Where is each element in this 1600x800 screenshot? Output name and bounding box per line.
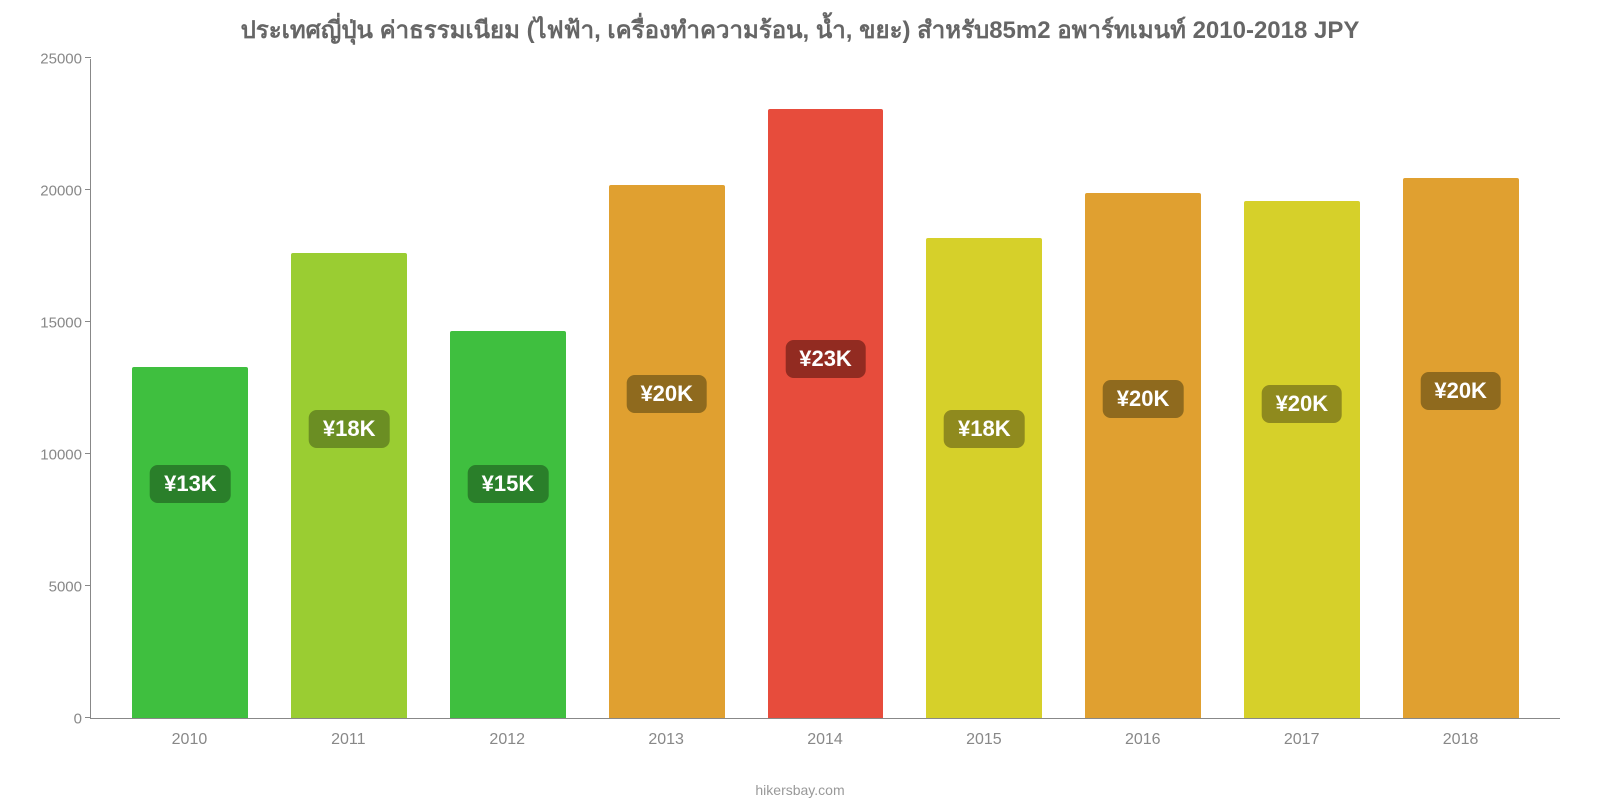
bar-slot: ¥20K xyxy=(1222,59,1381,718)
chart-container: ประเทศญี่ปุ่น ค่าธรรมเนียม (ไฟฟ้า, เครื่… xyxy=(0,0,1600,800)
y-tick-label: 5000 xyxy=(49,579,82,596)
x-tick-label: 2018 xyxy=(1381,731,1540,749)
y-tick-mark xyxy=(85,453,91,454)
attribution-text: hikersbay.com xyxy=(755,782,844,798)
plot-wrap: 0500010000150002000025000 ¥13K¥18K¥15K¥2… xyxy=(30,59,1570,759)
bar-value-label: ¥23K xyxy=(785,340,866,378)
x-tick-label: 2013 xyxy=(587,731,746,749)
bar: ¥20K xyxy=(1085,193,1201,718)
bar-value-label: ¥20K xyxy=(1420,372,1501,410)
bar: ¥23K xyxy=(768,109,884,718)
bar-slot: ¥20K xyxy=(1064,59,1223,718)
bar-value-label: ¥15K xyxy=(468,465,549,503)
bar: ¥20K xyxy=(609,185,725,718)
x-tick-label: 2017 xyxy=(1222,731,1381,749)
y-axis: 0500010000150002000025000 xyxy=(30,59,90,719)
bar: ¥20K xyxy=(1244,201,1360,718)
x-tick-label: 2014 xyxy=(746,731,905,749)
y-tick-label: 25000 xyxy=(40,51,82,68)
bar: ¥20K xyxy=(1403,178,1519,718)
bar: ¥13K xyxy=(132,367,248,718)
x-tick-label: 2015 xyxy=(904,731,1063,749)
y-tick-mark xyxy=(85,717,91,718)
y-tick-mark xyxy=(85,321,91,322)
bar-slot: ¥20K xyxy=(587,59,746,718)
bar-slot: ¥13K xyxy=(111,59,270,718)
bar: ¥18K xyxy=(926,238,1042,718)
bar-value-label: ¥13K xyxy=(150,465,231,503)
bar-value-label: ¥20K xyxy=(1103,380,1184,418)
y-tick-label: 0 xyxy=(74,711,82,728)
bar: ¥18K xyxy=(291,253,407,718)
x-axis: 201020112012201320142015201620172018 xyxy=(90,731,1560,749)
x-tick-label: 2012 xyxy=(428,731,587,749)
x-tick-label: 2011 xyxy=(269,731,428,749)
plot-area: ¥13K ¥18K ¥15K ¥20K ¥23K ¥18K ¥20K ¥20K ¥20K xyxy=(90,59,1560,719)
bar-slot: ¥18K xyxy=(270,59,429,718)
y-tick-label: 20000 xyxy=(40,183,82,200)
bar-value-label: ¥20K xyxy=(1262,385,1343,423)
bars-group: ¥13K ¥18K ¥15K ¥20K ¥23K ¥18K ¥20K ¥20K ¥20K xyxy=(91,59,1560,718)
bar-value-label: ¥18K xyxy=(944,410,1025,448)
chart-title: ประเทศญี่ปุ่น ค่าธรรมเนียม (ไฟฟ้า, เครื่… xyxy=(241,10,1360,49)
x-tick-label: 2016 xyxy=(1063,731,1222,749)
bar-slot: ¥20K xyxy=(1381,59,1540,718)
bar-value-label: ¥18K xyxy=(309,410,390,448)
bar: ¥15K xyxy=(450,331,566,718)
y-tick-label: 15000 xyxy=(40,315,82,332)
x-tick-label: 2010 xyxy=(110,731,269,749)
y-tick-mark xyxy=(85,57,91,58)
y-tick-mark xyxy=(85,189,91,190)
bar-slot: ¥15K xyxy=(429,59,588,718)
y-tick-label: 10000 xyxy=(40,447,82,464)
bar-value-label: ¥20K xyxy=(626,375,707,413)
bar-slot: ¥23K xyxy=(746,59,905,718)
y-tick-mark xyxy=(85,585,91,586)
bar-slot: ¥18K xyxy=(905,59,1064,718)
